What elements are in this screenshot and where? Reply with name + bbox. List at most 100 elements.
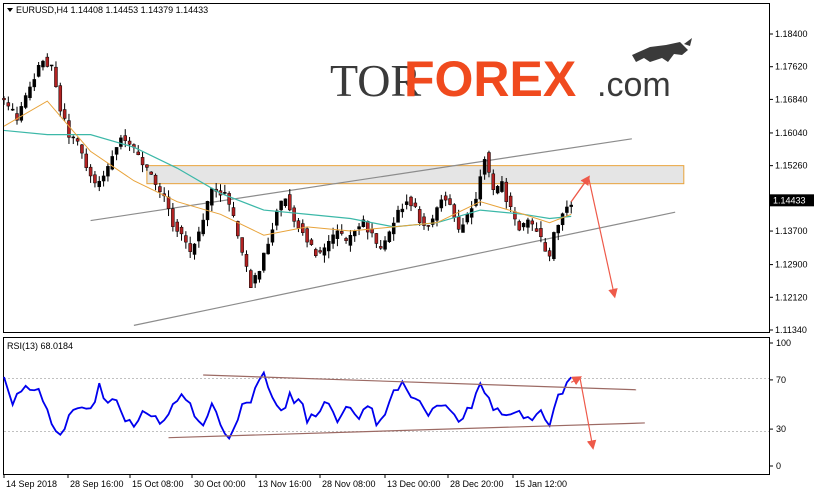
forecast-arrow-up — [570, 175, 590, 203]
candle-body — [400, 208, 405, 213]
candle-body — [45, 56, 50, 67]
candle-body — [314, 249, 318, 256]
candle-body — [75, 138, 80, 142]
current-price-label: 1.14433 — [773, 195, 806, 205]
rsi-tick-label: 30 — [776, 424, 786, 434]
candle-body — [84, 153, 89, 168]
candle-body — [491, 173, 496, 190]
candle-body — [543, 242, 547, 252]
bull-icon — [632, 38, 692, 62]
candle-body — [262, 252, 266, 271]
candle-body — [292, 207, 296, 222]
candle-body — [119, 137, 123, 147]
candle-body — [396, 209, 400, 223]
y-tick-label: 1.12900 — [775, 260, 808, 270]
rsi-line — [3, 370, 572, 441]
x-tick-label: 13 Dec 00:00 — [387, 479, 441, 489]
candle-body — [387, 231, 392, 242]
candle-body — [508, 195, 513, 208]
rsi-tick-label: 100 — [776, 338, 791, 348]
x-tick-label: 30 Oct 00:00 — [194, 479, 246, 489]
y-tick-label: 1.13700 — [775, 226, 808, 236]
candle-body — [244, 254, 249, 267]
candle-body — [179, 226, 184, 235]
rsi-forecast-arrow-down — [579, 377, 597, 450]
y-tick-label: 1.16840 — [775, 94, 808, 104]
candle-body — [136, 151, 140, 156]
candle-body — [309, 239, 314, 245]
candle-body — [391, 222, 396, 235]
rsi-forecast-arrow-up — [570, 376, 582, 386]
candle-body — [36, 65, 41, 77]
rsi-header: RSI(13) 68.0184 — [7, 341, 73, 351]
candle-body — [227, 193, 231, 205]
candle-body — [547, 250, 552, 257]
candle-body — [448, 198, 452, 205]
rsi-panel-frame — [3, 337, 770, 475]
candle-body — [322, 247, 327, 256]
candle-body — [344, 238, 348, 241]
candle-body — [41, 60, 45, 68]
candle-body — [58, 85, 63, 112]
candle-body — [305, 228, 309, 243]
candle-body — [62, 109, 67, 119]
candle-body — [526, 219, 530, 228]
candle-body — [114, 147, 119, 155]
candle-body — [296, 220, 301, 229]
x-tick-label: 13 Nov 16:00 — [258, 479, 312, 489]
candle-body — [171, 208, 175, 227]
candle-body — [534, 228, 539, 232]
candle-body — [352, 230, 357, 237]
candle-body — [478, 176, 483, 200]
candle-body — [487, 152, 491, 173]
candle-body — [318, 250, 322, 253]
watermark-forex: FOREX — [404, 51, 576, 107]
candle-body — [422, 216, 426, 226]
candle-body — [331, 234, 335, 244]
y-tick-label: 1.18400 — [775, 29, 808, 39]
candle-body — [201, 219, 205, 235]
candle-body — [283, 198, 288, 207]
candle-body — [435, 207, 439, 221]
candle-body — [240, 237, 244, 253]
candle-body — [10, 108, 15, 111]
current-price-box — [770, 194, 814, 207]
candle-body — [374, 233, 379, 244]
candle-body — [517, 221, 522, 231]
candle-body — [288, 194, 292, 211]
candle-body — [231, 207, 236, 216]
x-tick-label: 15 Jan 12:00 — [515, 479, 567, 489]
candle-body — [465, 214, 470, 223]
candle-body — [452, 204, 457, 218]
candle-body — [32, 79, 37, 88]
candle-body — [361, 219, 366, 227]
candle-body — [404, 201, 409, 205]
candle-body — [327, 241, 331, 252]
candle-body — [500, 181, 504, 192]
candle-body — [49, 64, 54, 67]
candle-body — [482, 159, 487, 175]
collapse-triangle-icon[interactable] — [7, 8, 13, 12]
candle-body — [357, 226, 361, 230]
candle-body — [249, 270, 253, 288]
rsi-channel-lower — [168, 422, 645, 439]
rsi-tick-label: 0 — [776, 461, 781, 471]
candle-body — [266, 243, 270, 255]
y-tick-label: 1.17620 — [775, 62, 808, 72]
ma-slow-line — [3, 129, 572, 228]
candle-body — [88, 166, 93, 177]
candle-body — [153, 174, 158, 185]
candle-body — [383, 240, 387, 250]
candle-body — [339, 231, 344, 234]
candle-body — [97, 180, 102, 188]
candle-body — [67, 120, 71, 138]
candle-body — [101, 175, 106, 182]
channel-lower-line — [133, 211, 676, 326]
candle-body — [365, 221, 370, 233]
candle-body — [257, 271, 262, 280]
candle-body — [236, 221, 240, 237]
candle-body — [184, 235, 188, 243]
y-tick-label: 1.16040 — [775, 128, 808, 138]
candle-body — [149, 171, 153, 175]
candle-body — [413, 202, 418, 207]
